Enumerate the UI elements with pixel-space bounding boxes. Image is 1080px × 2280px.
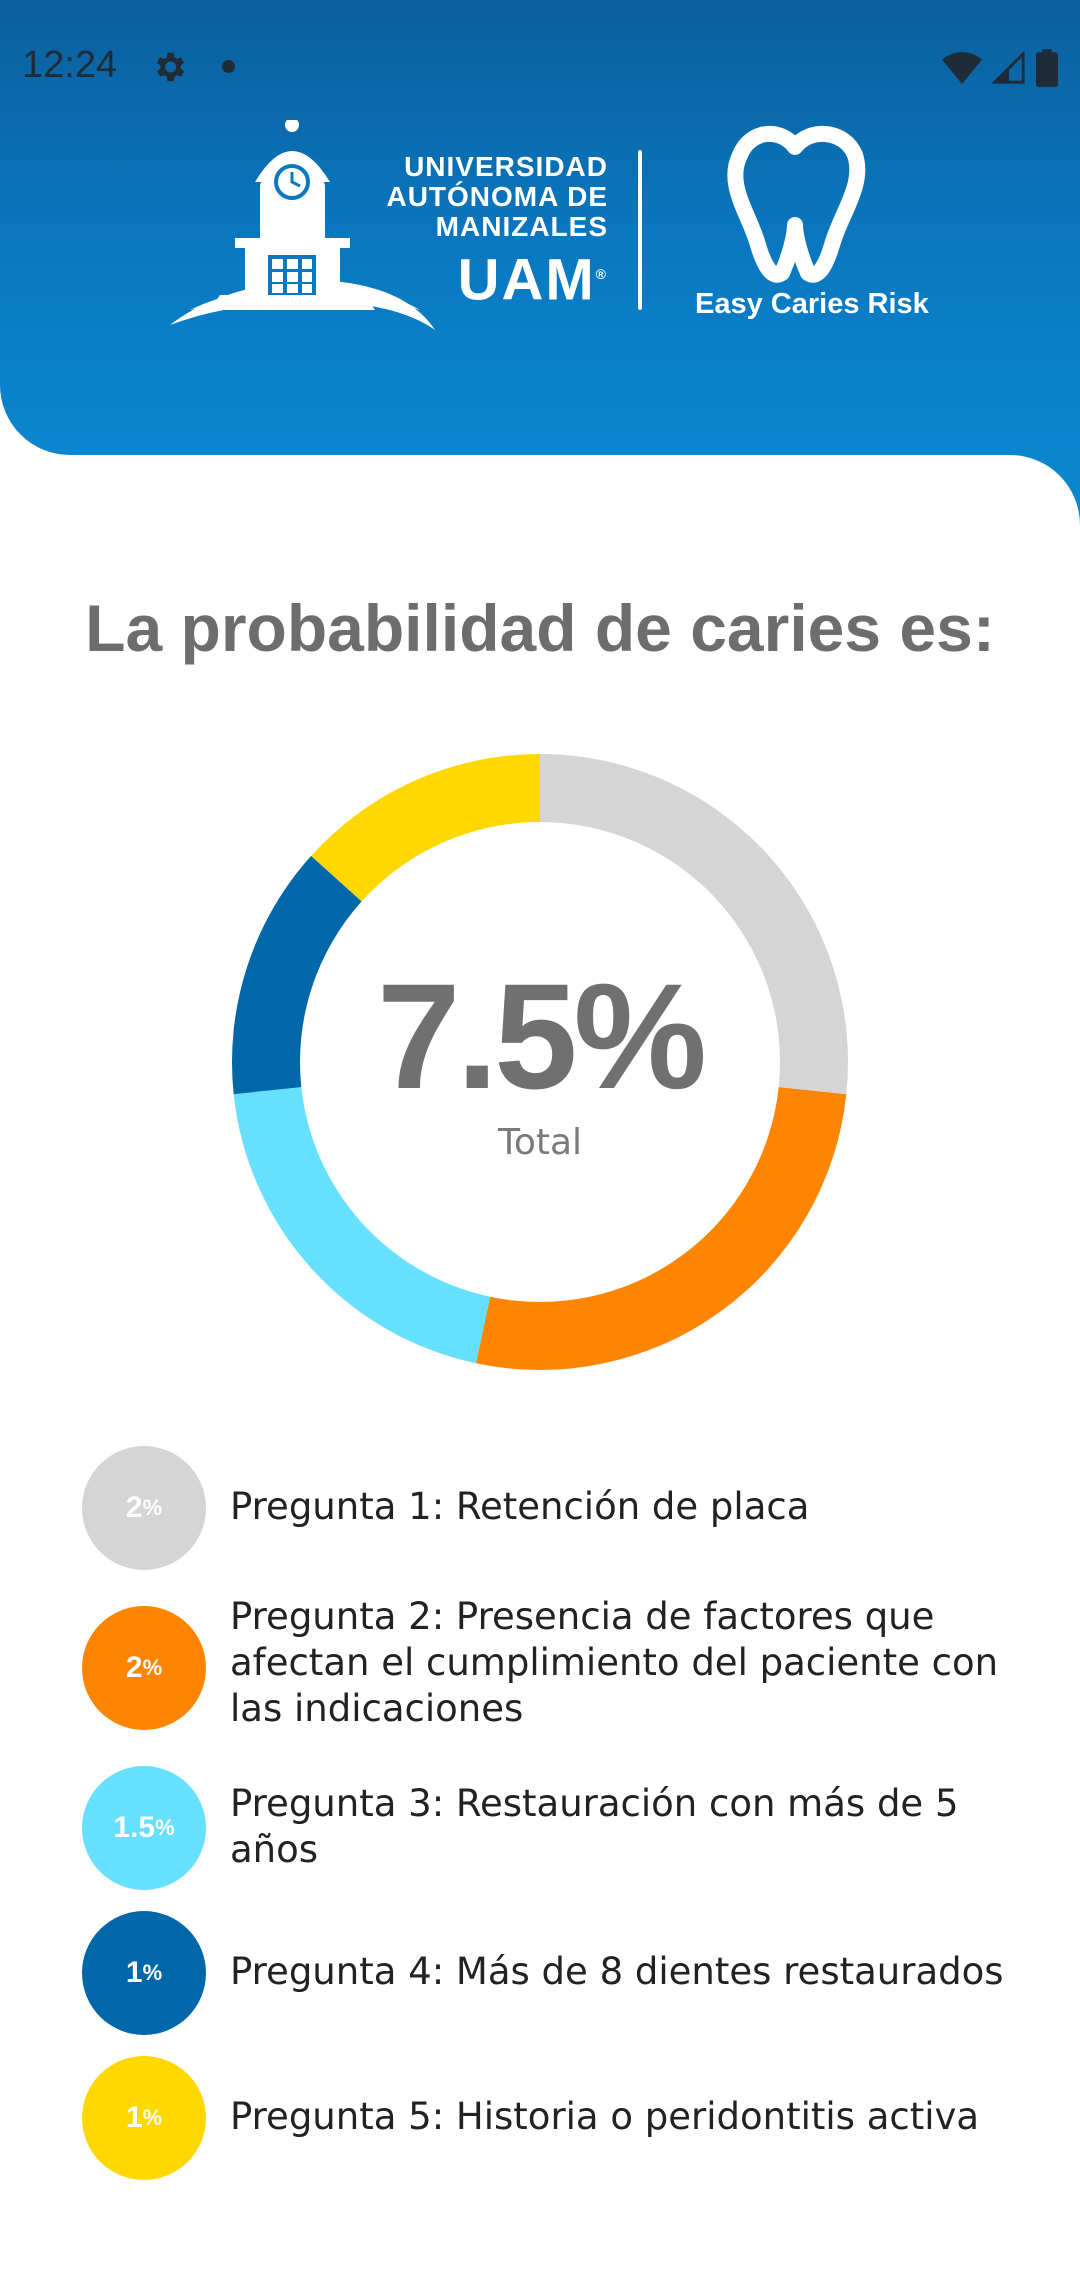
- legend-text: Pregunta 4: Más de 8 dientes restaurados: [230, 1950, 1004, 1993]
- university-line-2: AUTÓNOMA DE: [386, 181, 608, 212]
- donut-chart: [232, 754, 848, 1370]
- donut-segment-pregunta-3: [233, 1087, 491, 1364]
- registered-mark: ®: [595, 266, 608, 282]
- badge-unit: %: [142, 1960, 163, 1985]
- total-label: Total: [497, 1122, 583, 1163]
- total-percentage: 7.5%: [377, 952, 707, 1120]
- status-bar: 12:24: [0, 0, 1080, 135]
- donut-segment-pregunta-5: [311, 754, 540, 902]
- legend-badge: 1%: [82, 2056, 206, 2180]
- uam-wordmark: UNIVERSIDAD AUTÓNOMA DE MANIZALES UAM®: [368, 152, 608, 312]
- legend-badge: 2%: [82, 1446, 206, 1570]
- university-line-1: UNIVERSIDAD: [404, 151, 608, 182]
- notification-dot-icon: [222, 60, 235, 73]
- legend-text: Pregunta 5: Historia o peridontitis acti…: [230, 2095, 980, 2138]
- cell-signal-icon: [992, 51, 1025, 84]
- wifi-icon: [942, 52, 982, 84]
- badge-unit: %: [155, 1815, 175, 1840]
- tooth-logo-icon: [727, 125, 866, 283]
- donut-segment-pregunta-4: [232, 855, 362, 1095]
- brand-divider: [638, 150, 642, 310]
- page-title: La probabilidad de caries es:: [85, 591, 995, 665]
- uam-building-logo: [170, 120, 435, 330]
- gear-icon: [156, 52, 185, 82]
- badge-value: 2: [125, 1491, 143, 1524]
- battery-icon: [1036, 49, 1058, 87]
- badge-value: 2: [125, 1651, 143, 1684]
- university-short-name: UAM®: [457, 247, 608, 313]
- status-time: 12:24: [22, 44, 118, 86]
- legend-text: Pregunta 2: Presencia de factores que af…: [230, 1595, 999, 1730]
- app-name: Easy Caries Risk: [695, 288, 929, 320]
- badge-value: 1: [125, 2101, 143, 2134]
- legend-badge: 1%: [82, 1911, 206, 2035]
- badge-value: 1: [125, 1956, 143, 1989]
- badge-unit: %: [142, 1495, 163, 1520]
- status-icons: [942, 48, 1058, 88]
- badge-unit: %: [142, 2105, 163, 2130]
- university-line-3: MANIZALES: [435, 211, 608, 242]
- legend-badge: 1.5%: [82, 1766, 206, 1890]
- badge-value: 1.5: [113, 1811, 156, 1844]
- donut-segment-pregunta-2: [475, 1087, 847, 1370]
- legend-text: Pregunta 3: Restauración con más de 5 añ…: [230, 1782, 959, 1871]
- donut-segment-pregunta-1: [540, 754, 848, 1095]
- legend-text: Pregunta 1: Retención de placa: [230, 1485, 810, 1528]
- badge-unit: %: [142, 1655, 163, 1680]
- legend-badge: 2%: [82, 1606, 206, 1730]
- brand-header: UNIVERSIDAD AUTÓNOMA DE MANIZALES UAM® E…: [160, 120, 929, 340]
